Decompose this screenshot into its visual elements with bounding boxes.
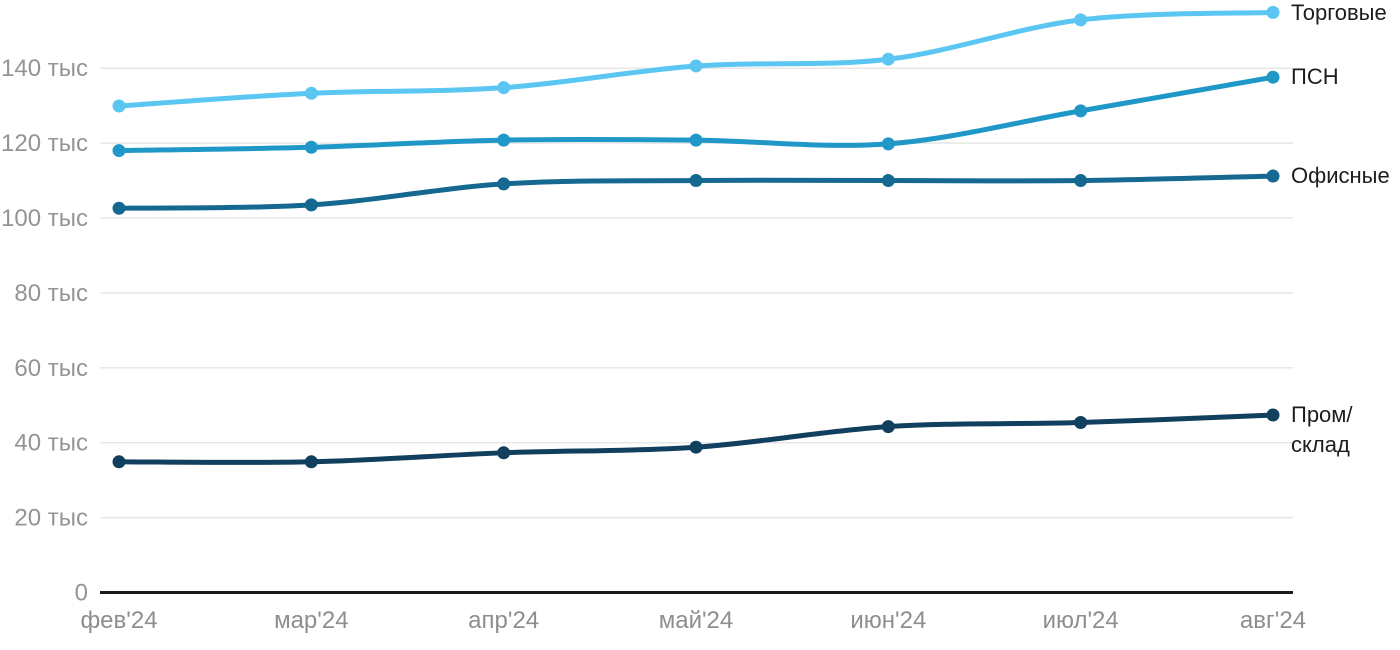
data-point-prom-sklad[interactable] — [497, 446, 511, 460]
y-tick-label: 60 тыс — [14, 355, 88, 382]
x-tick-label: апр'24 — [468, 607, 539, 634]
x-tick-label: авг'24 — [1240, 607, 1306, 634]
y-tick-label: 120 тыс — [1, 130, 88, 157]
data-point-torgovye[interactable] — [1074, 13, 1088, 27]
data-point-psn[interactable] — [881, 137, 895, 151]
x-tick-label: июн'24 — [850, 607, 926, 634]
data-point-prom-sklad[interactable] — [881, 420, 895, 434]
x-tick-label: июл'24 — [1043, 607, 1119, 634]
series-line-torgovye — [116, 9, 1276, 109]
y-tick-label: 140 тыс — [1, 55, 88, 82]
data-point-ofisnye[interactable] — [112, 201, 126, 215]
data-point-torgovye[interactable] — [497, 81, 511, 95]
data-point-ofisnye[interactable] — [689, 174, 703, 188]
data-point-psn[interactable] — [304, 140, 318, 154]
data-point-prom-sklad[interactable] — [304, 455, 318, 469]
data-point-ofisnye[interactable] — [881, 174, 895, 188]
data-point-torgovye[interactable] — [881, 52, 895, 66]
y-tick-label: 80 тыс — [14, 280, 88, 307]
y-tick-label: 20 тыс — [14, 505, 88, 532]
y-tick-label: 0 — [75, 580, 88, 607]
legend-label-prom-sklad: Пром/склад — [1291, 402, 1353, 457]
data-point-psn[interactable] — [112, 144, 126, 158]
data-point-ofisnye[interactable] — [1074, 174, 1088, 188]
y-tick-label: 100 тыс — [1, 205, 88, 232]
data-point-prom-sklad[interactable] — [1266, 408, 1280, 422]
legend-label-psn: ПСН — [1291, 64, 1339, 89]
data-point-psn[interactable] — [689, 133, 703, 147]
data-point-ofisnye[interactable] — [304, 198, 318, 212]
data-point-ofisnye[interactable] — [497, 177, 511, 191]
data-point-prom-sklad[interactable] — [689, 440, 703, 454]
x-tick-label: май'24 — [659, 607, 734, 634]
legend-label-torgovye: Торговые — [1291, 0, 1387, 25]
legend-label-ofisnye: Офисные — [1291, 163, 1390, 188]
x-tick-label: фев'24 — [80, 607, 157, 634]
data-point-torgovye[interactable] — [689, 59, 703, 73]
data-point-torgovye[interactable] — [304, 86, 318, 100]
data-point-ofisnye[interactable] — [1266, 169, 1280, 183]
x-tick-label: мар'24 — [274, 607, 348, 634]
data-point-psn[interactable] — [1074, 104, 1088, 118]
data-point-prom-sklad[interactable] — [1074, 415, 1088, 429]
data-point-torgovye[interactable] — [1266, 5, 1280, 19]
data-point-prom-sklad[interactable] — [112, 455, 126, 469]
data-point-torgovye[interactable] — [112, 99, 126, 113]
data-point-psn[interactable] — [1266, 70, 1280, 84]
y-tick-label: 40 тыс — [14, 430, 88, 457]
data-point-psn[interactable] — [497, 133, 511, 147]
series-line-prom-sklad — [116, 412, 1276, 465]
